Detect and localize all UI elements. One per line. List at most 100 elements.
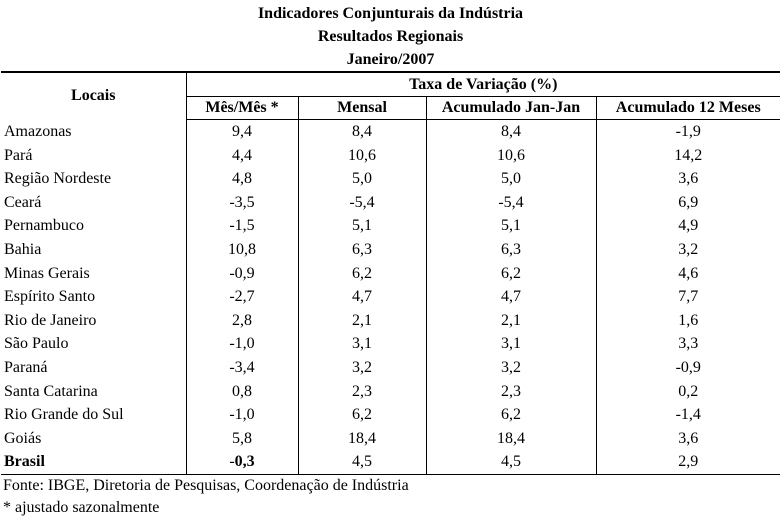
row-value-doze: -1,4 [675,406,701,424]
report-title: Indicadores Conjunturais da Indústria [257,5,524,22]
row-value-doze: 3,3 [678,335,699,353]
row-value-mensal: -5,4 [298,190,427,215]
row-value-mensal-brasil: 4,5 [298,450,427,475]
table-row: Goiás 5,8 18,4 18,4 3,6 [1,426,780,451]
row-value-jan: 10,6 [426,143,597,168]
row-value-jan: 4,7 [426,285,597,309]
table-body: Amazonas 9,4 8,4 8,4 -1,9 Pará 4,4 10,6 10,6 14,2… [1,119,780,475]
row-value-jan: 6,2 [426,261,597,286]
row-value-mes: 9,4 [186,119,299,144]
row-local: Pará [1,143,187,168]
row-value-mensal: 3,2 [298,355,427,380]
table-row: Amazonas 9,4 8,4 8,4 -1,9 [1,119,780,144]
row-local: Rio Grande do Sul [1,403,187,427]
row-value-doze: 4,6 [678,264,699,282]
row-value-mes: 5,8 [186,426,299,451]
row-value-mes: 4,8 [186,167,299,191]
row-value-jan: 2,1 [426,308,597,333]
row-value-doze: -1,9 [675,123,701,140]
table-row: Santa Catarina 0,8 2,3 2,3 0,2 [1,379,780,404]
row-value-doze: 4,9 [678,217,699,235]
row-value-mensal: 5,0 [298,167,427,191]
row-value-mes: -2,7 [186,285,299,309]
row-value-doze: 3,2 [678,240,699,258]
row-value-mensal: 18,4 [298,426,427,451]
indicators-table: Locais Taxa de Variação (%) Mês/Mês * Me… [1,71,780,475]
row-value-mensal: 10,6 [298,143,427,168]
row-value-doze: 6,9 [678,193,699,211]
table-row: São Paulo -1,0 3,1 3,1 3,3 [1,332,780,356]
row-local: Minas Gerais [1,261,187,286]
row-value-jan: -5,4 [426,190,597,215]
row-local: Espírito Santo [1,285,187,309]
row-value-jan: 18,4 [426,426,597,451]
row-value-mes: -0,9 [186,261,299,286]
row-value-doze: 0,2 [678,382,699,400]
row-value-mes: -3,4 [186,355,299,380]
row-value-jan: 8,4 [426,119,597,144]
row-value-mes-brasil: -0,3 [186,450,299,475]
table-row: Região Nordeste 4,8 5,0 5,0 3,6 [1,167,780,191]
row-value-doze: 1,6 [678,311,699,329]
source-note: Fonte: IBGE, Diretoria de Pesquisas, Coo… [3,476,409,494]
row-local: Bahia [1,237,187,262]
row-value-mensal: 8,4 [298,119,427,144]
table-row: Espírito Santo -2,7 4,7 4,7 7,7 [1,285,780,309]
row-value-mes: 4,4 [186,143,299,168]
row-value-mes: -3,5 [186,190,299,215]
row-local: São Paulo [1,332,187,356]
row-value-doze: 3,6 [678,170,699,188]
header-mes-mes: Mês/Mês * [186,96,299,120]
row-value-mensal: 6,2 [298,261,427,286]
row-value-doze-brasil: 2,9 [596,450,780,475]
row-value-mensal: 2,1 [298,308,427,333]
row-value-doze: 7,7 [678,288,699,306]
row-value-jan: 3,2 [426,355,597,380]
row-value-mes: 0,8 [186,379,299,404]
brasil-mes-value: 0,3 [234,453,255,471]
row-local: Ceará [1,190,187,215]
row-value-mensal: 3,1 [298,332,427,356]
table-row-brasil: Brasil -0,3 4,5 4,5 2,9 [1,450,780,475]
table-row: Pará 4,4 10,6 10,6 14,2 [1,143,780,168]
table-row: Pernambuco -1,5 5,1 5,1 4,9 [1,214,780,238]
row-local: Pernambuco [1,214,187,238]
row-value-mes: -1,0 [186,332,299,356]
table-row: Bahia 10,8 6,3 6,3 3,2 [1,237,780,262]
row-value-mensal: 6,2 [298,403,427,427]
row-value-jan: 2,3 [426,379,597,404]
header-taxa-variacao: Taxa de Variação (%) [186,71,780,97]
table-row: Rio de Janeiro 2,8 2,1 2,1 1,6 [1,308,780,333]
row-value-mensal: 6,3 [298,237,427,262]
row-value-jan: 6,2 [426,403,597,427]
row-value-mes: -1,5 [186,214,299,238]
table-row: Rio Grande do Sul -1,0 6,2 6,2 -1,4 [1,403,780,427]
notes-block: Fonte: IBGE, Diretoria de Pesquisas, Coo… [0,475,781,519]
header-locais: Locais [1,71,187,120]
row-value-doze: -0,9 [675,358,701,376]
report-title-block: Indicadores Conjunturais da Indústria Re… [0,0,781,71]
row-local: Santa Catarina [1,379,187,404]
row-local: Amazonas [1,119,187,144]
row-value-jan: 3,1 [426,332,597,356]
row-local: Região Nordeste [1,167,187,191]
row-local: Rio de Janeiro [1,308,187,333]
row-value-mensal: 4,7 [298,285,427,309]
row-value-mensal: 5,1 [298,214,427,238]
brasil-mes-sign: - [229,453,235,471]
header-mensal: Mensal [298,96,427,120]
row-value-mensal: 2,3 [298,379,427,404]
table-row: Paraná -3,4 3,2 3,2 -0,9 [1,355,780,380]
header-acumulado-12-meses: Acumulado 12 Meses [596,96,780,120]
row-value-jan-brasil: 4,5 [426,450,597,475]
row-value-doze: 14,2 [674,146,703,164]
row-local-brasil: Brasil [1,450,187,475]
table-row: Minas Gerais -0,9 6,2 6,2 4,6 [1,261,780,286]
row-value-doze: 3,6 [678,429,699,447]
table-row: Ceará -3,5 -5,4 -5,4 6,9 [1,190,780,215]
row-value-jan: 5,0 [426,167,597,191]
report-subtitle: Resultados Regionais [317,28,464,45]
report-period: Janeiro/2007 [346,51,435,68]
row-value-mes: 10,8 [186,237,299,262]
footnote: * ajustado sazonalmente [3,498,160,516]
